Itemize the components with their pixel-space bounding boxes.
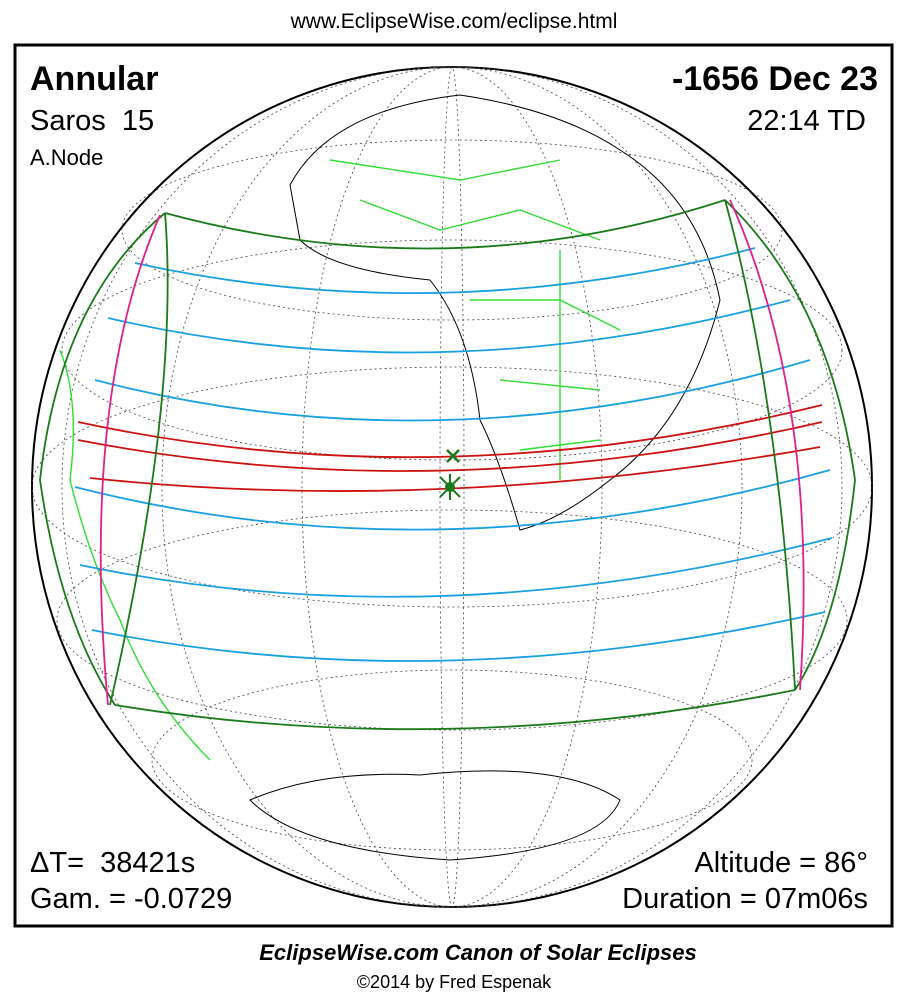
altitude: Altitude = 86° [694,847,868,879]
saros: Saros 15 [30,105,154,137]
gamma: Gam. = -0.0729 [30,883,232,915]
footer-credit: ©2014 by Fred Espenak [357,972,552,992]
time: 22:14 TD [747,105,866,137]
duration: Duration = 07m06s [622,883,868,915]
node: A.Node [30,145,103,170]
date: -1656 Dec 23 [672,60,878,98]
url: www.EclipseWise.com/eclipse.html [290,10,618,33]
eclipse-type: Annular [30,60,158,98]
footer-title: EclipseWise.com Canon of Solar Eclipses [259,940,697,965]
delta-t: ΔT= 38421s [30,847,195,879]
frame [13,43,894,928]
globe [31,66,873,908]
